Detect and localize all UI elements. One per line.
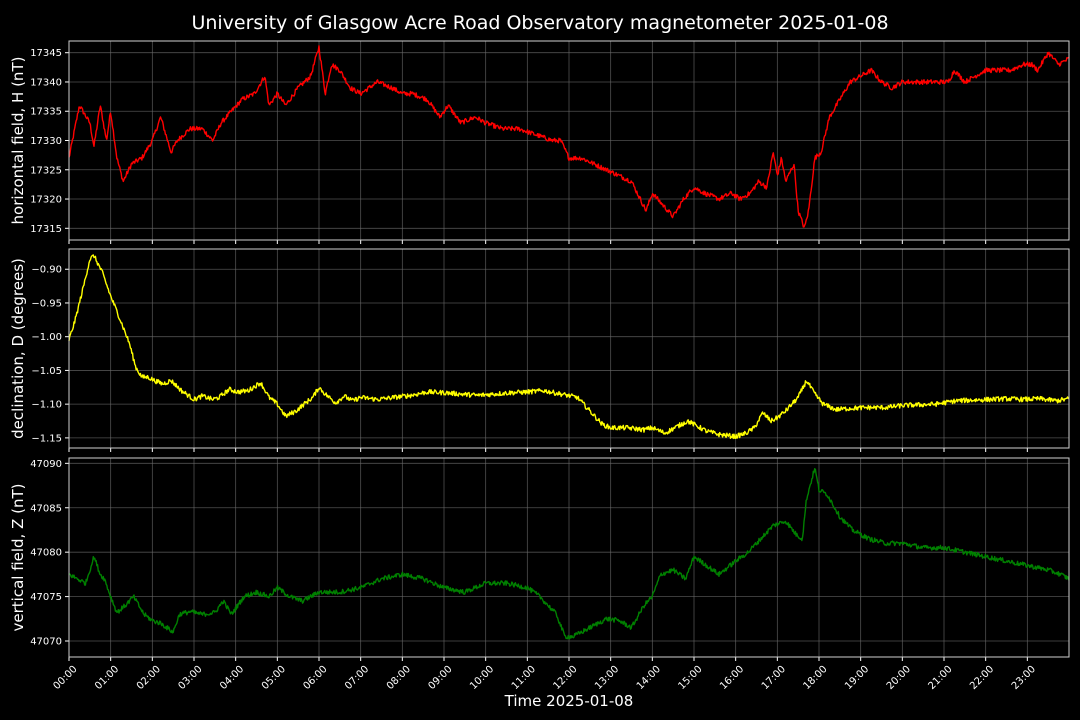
panel-1: 17315 17320 17325 17330 17335 17340 17345horiz… (9, 40, 1070, 244)
y-tick-label: 17320 (30, 195, 62, 206)
y-tick-label: 47070 (30, 637, 62, 648)
y-axis-label: horizontal field, H (nT) (9, 57, 27, 225)
series-line (68, 45, 1070, 228)
x-tick-label: 03:00 (176, 664, 204, 692)
x-tick-label: 22:00 (968, 664, 996, 692)
x-tick-label: 05:00 (260, 664, 288, 692)
x-tick-label: 09:00 (426, 664, 454, 692)
x-tick-label: 17:00 (760, 664, 788, 692)
x-tick-label: 08:00 (385, 664, 413, 692)
x-tick-label: 13:00 (593, 664, 621, 692)
x-tick-label: 04:00 (218, 664, 246, 692)
y-tick-label: −0.90 (31, 265, 62, 276)
y-tick-label: 17330 (30, 136, 62, 147)
y-tick-label: 17325 (30, 165, 62, 176)
panel-frame (68, 40, 1070, 241)
series-line (68, 468, 1070, 640)
x-tick-label: 07:00 (343, 664, 371, 692)
y-axis-label: vertical field, Z (nT) (9, 483, 27, 631)
y-tick-label: 47090 (30, 459, 62, 470)
y-tick-label: −1.05 (31, 366, 62, 377)
series-line (68, 254, 1070, 440)
panel-2: −0.90 −0.95 −1.00 −1.05 −1.10 −1.15 declinatio… (9, 248, 1070, 452)
y-tick-label: 47075 (30, 592, 62, 603)
panel-frame (68, 457, 1070, 658)
y-tick-label: 47080 (30, 548, 62, 559)
x-tick-label: 18:00 (801, 664, 829, 692)
x-tick-label: 01:00 (93, 664, 121, 692)
x-tick-label: 19:00 (843, 664, 871, 692)
x-tick-label: 10:00 (468, 664, 496, 692)
y-tick-label: 47085 (30, 503, 62, 514)
y-tick-label: −0.95 (31, 298, 62, 309)
x-tick-label: 12:00 (551, 664, 579, 692)
x-tick-labels: 00:00 01:00 02:00 03:00 04:00 05:00 06:00 07:00… (51, 664, 1037, 692)
chart-title: University of Glasgow Acre Road Observat… (191, 12, 888, 34)
x-tick-label: 14:00 (635, 664, 663, 692)
x-tick-label: 15:00 (676, 664, 704, 692)
y-tick-label: 17340 (30, 77, 62, 88)
panel-3: 47070 47075 47080 47085 47090 vertical field,… (9, 457, 1070, 661)
y-tick-label: 17315 (30, 224, 62, 235)
x-tick-label: 06:00 (301, 664, 329, 692)
x-tick-label: 02:00 (135, 664, 163, 692)
y-tick-label: −1.00 (31, 332, 62, 343)
x-tick-label: 11:00 (510, 664, 538, 692)
y-tick-label: 17345 (30, 48, 62, 59)
x-tick-label: 16:00 (718, 664, 746, 692)
x-tick-label: 00:00 (51, 664, 79, 692)
x-tick-label: 20:00 (885, 664, 913, 692)
panel-frame (68, 248, 1070, 449)
y-tick-label: −1.15 (31, 433, 62, 444)
x-axis-label: Time 2025-01-08 (504, 692, 634, 710)
x-tick-label: 23:00 (1010, 664, 1038, 692)
y-axis-label: declination, D (degrees) (9, 258, 27, 439)
chart-panels: 17315 17320 17325 17330 17335 17340 17345horiz… (9, 40, 1070, 692)
x-tick-label: 21:00 (926, 664, 954, 692)
y-tick-label: −1.10 (31, 400, 62, 411)
y-tick-label: 17335 (30, 107, 62, 118)
